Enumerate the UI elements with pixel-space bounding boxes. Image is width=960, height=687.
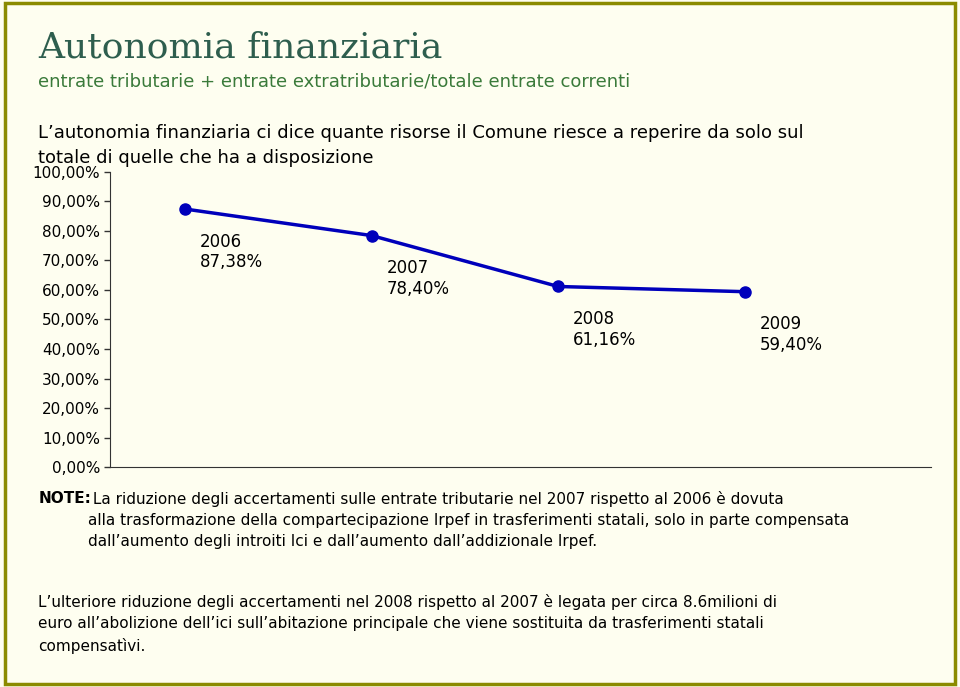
Text: La riduzione degli accertamenti sulle entrate tributarie nel 2007 rispetto al 20: La riduzione degli accertamenti sulle en… [88,491,850,549]
Text: 78,40%: 78,40% [387,280,449,298]
Text: Autonomia finanziaria: Autonomia finanziaria [38,31,443,65]
Text: L’autonomia finanziaria ci dice quante risorse il Comune riesce a reperire da so: L’autonomia finanziaria ci dice quante r… [38,124,804,167]
Text: NOTE:: NOTE: [38,491,91,506]
Text: 2008: 2008 [573,310,615,328]
Text: 2009: 2009 [759,315,802,333]
Text: L’ulteriore riduzione degli accertamenti nel 2008 rispetto al 2007 è legata per : L’ulteriore riduzione degli accertamenti… [38,594,778,654]
Text: 2007: 2007 [387,259,428,277]
Text: 59,40%: 59,40% [759,336,823,354]
Text: 2006: 2006 [200,233,242,251]
Text: entrate tributarie + entrate extratributarie/totale entrate correnti: entrate tributarie + entrate extratribut… [38,72,631,90]
Text: 61,16%: 61,16% [573,331,636,349]
Text: 87,38%: 87,38% [200,254,263,271]
